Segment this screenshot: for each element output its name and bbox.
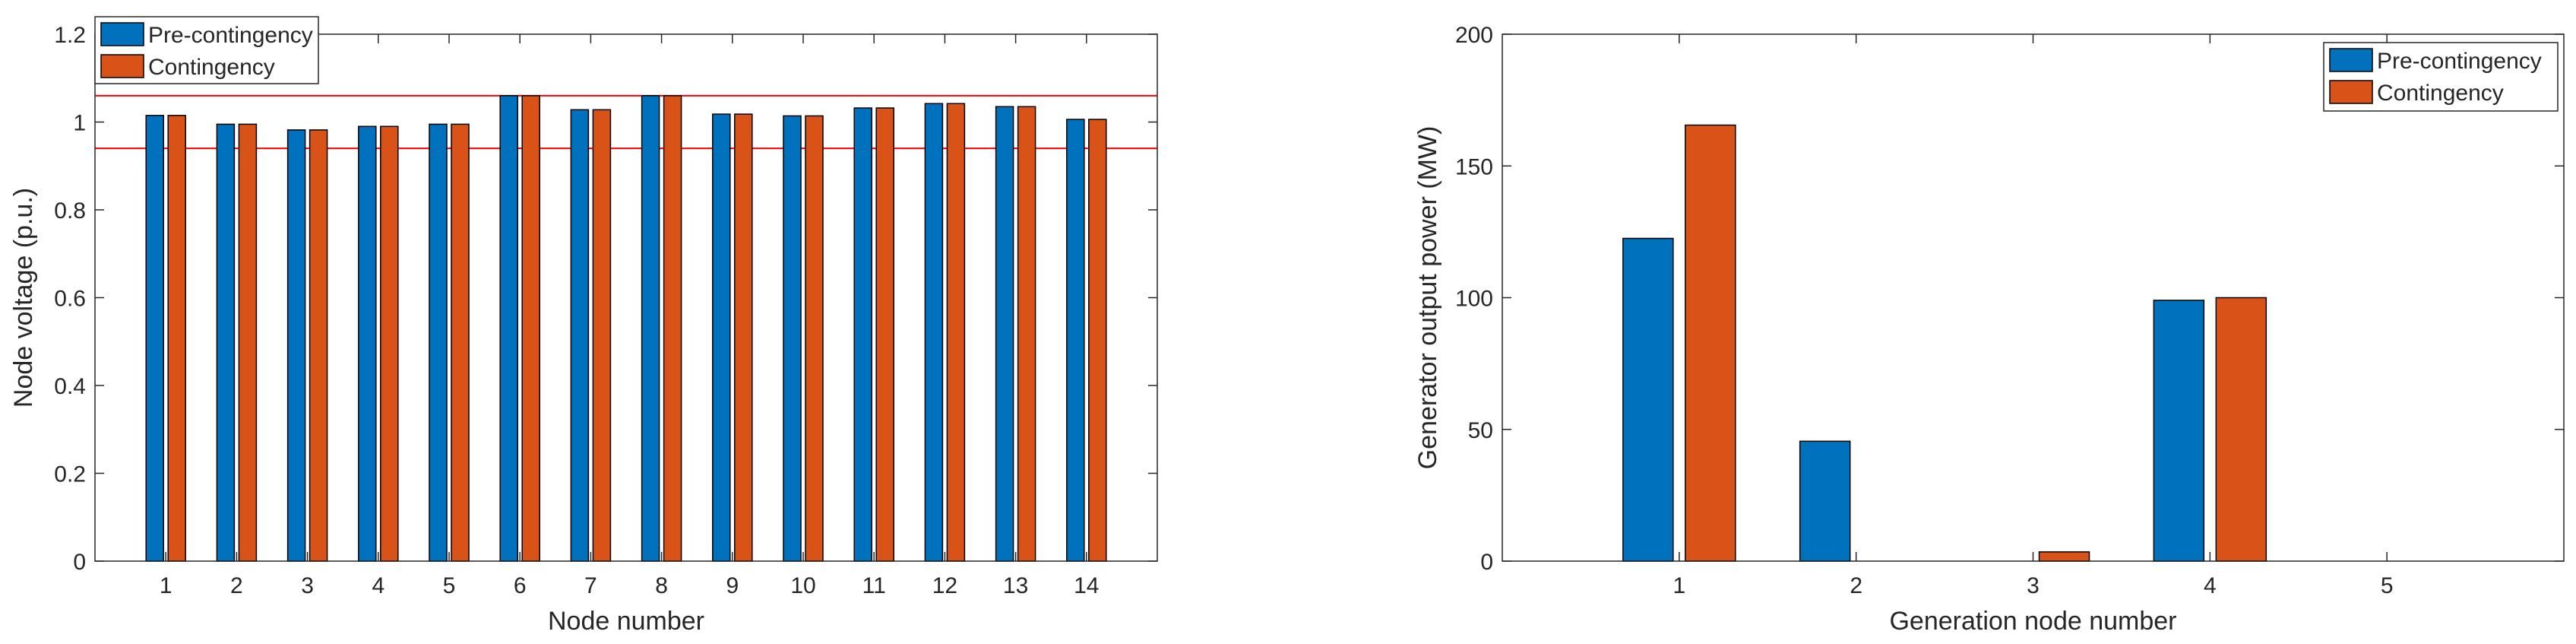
bar-contingency-3: [2038, 551, 2090, 562]
x-tick-label: 4: [372, 573, 385, 598]
y-tick-label: 0.8: [54, 198, 86, 224]
x-tick-label: 5: [443, 573, 456, 598]
bar-contingency-4: [2215, 297, 2267, 562]
voltage-bars: [145, 95, 1107, 562]
bar-contingency-1: [167, 115, 186, 562]
x-tick-label: 9: [726, 573, 739, 598]
x-tick-label: 14: [1074, 573, 1099, 598]
generator-y-axis-label: Generator output power (MW): [1413, 126, 1442, 470]
bar-contingency-12: [946, 103, 966, 562]
bar-contingency-6: [521, 95, 540, 562]
y-tick-label: 100: [1455, 287, 1493, 312]
voltage-y-ticks: 0 0.2 0.4 0.6 0.8 1 1.2: [54, 23, 1157, 575]
bar-pre-contingency-14: [1066, 119, 1085, 562]
bar-pre-contingency-13: [995, 106, 1014, 562]
generator-bars: [1622, 124, 2267, 562]
x-tick-label: 1: [160, 573, 172, 598]
legend-swatch-contingency: [2329, 80, 2373, 104]
bar-contingency-5: [451, 123, 470, 562]
bar-pre-contingency-10: [783, 115, 802, 562]
bar-pre-contingency-2: [1799, 440, 1851, 562]
generator-output-chart: 0 50 100 150 200 1 2 3 4 5 Generation node numbe…: [1413, 23, 2565, 636]
bar-pre-contingency-4: [2153, 300, 2205, 562]
voltage-x-ticks: 1 2 3 4 5 6 7 8 9 10 11 12 13 14: [160, 34, 1099, 598]
legend-swatch-pre-contingency: [2329, 48, 2373, 72]
bar-contingency-4: [380, 125, 399, 562]
bar-pre-contingency-6: [499, 95, 518, 562]
bar-contingency-11: [875, 107, 894, 562]
y-tick-label: 1.2: [54, 23, 86, 48]
generator-legend: Pre-contingency Contingency: [2323, 42, 2559, 112]
bar-contingency-8: [663, 95, 682, 562]
bar-contingency-2: [238, 123, 258, 562]
legend-label-contingency: Contingency: [148, 55, 275, 80]
voltage-limit-lines: [95, 94, 1157, 150]
y-tick-label: 0.2: [54, 462, 86, 487]
bar-contingency-10: [805, 115, 824, 562]
y-tick-label: 1: [73, 111, 86, 136]
bar-pre-contingency-4: [358, 125, 377, 562]
bar-contingency-1: [1685, 124, 1736, 562]
voltage-x-axis-label: Node number: [548, 607, 704, 636]
legend-label-pre-contingency: Pre-contingency: [148, 23, 313, 48]
y-tick-label: 200: [1455, 23, 1493, 48]
x-tick-label: 11: [862, 573, 886, 598]
bar-contingency-14: [1088, 119, 1107, 562]
generator-y-ticks: 0 50 100 150 200: [1455, 23, 2564, 575]
x-tick-label: 7: [584, 573, 597, 598]
x-tick-label: 8: [655, 573, 668, 598]
bar-contingency-7: [592, 109, 612, 562]
bar-pre-contingency-8: [641, 95, 660, 562]
voltage-y-axis-label: Node voltage (p.u.): [9, 188, 38, 408]
x-tick-label: 3: [301, 573, 314, 598]
x-tick-label: 1: [1673, 573, 1685, 598]
x-tick-label: 10: [790, 573, 815, 598]
bar-pre-contingency-9: [712, 113, 731, 562]
bar-pre-contingency-1: [145, 115, 164, 562]
y-tick-label: 0.6: [54, 287, 86, 312]
node-voltage-chart: 00.20.40.60.811.2 1 2 3 4 5 6 7 8 9 10 11 12 13 14 No…: [9, 16, 1158, 636]
bar-pre-contingency-11: [853, 107, 872, 562]
bar-contingency-3: [309, 129, 328, 562]
x-tick-label: 2: [230, 573, 243, 598]
bar-pre-contingency-3: [286, 129, 306, 562]
legend-label-contingency: Contingency: [2377, 81, 2504, 106]
legend-swatch-contingency: [100, 54, 144, 78]
generator-x-ticks: 1 2 3 4 5: [1673, 34, 2394, 598]
x-tick-label: 6: [514, 573, 527, 598]
bar-pre-contingency-5: [429, 123, 448, 562]
x-tick-label: 3: [2027, 573, 2040, 598]
y-tick-label: 0: [1480, 550, 1493, 575]
x-tick-label: 4: [2204, 573, 2217, 598]
x-tick-label: 2: [1850, 573, 1862, 598]
bar-pre-contingency-2: [216, 123, 236, 562]
bar-pre-contingency-12: [924, 103, 944, 562]
legend-swatch-pre-contingency: [100, 22, 144, 46]
bar-pre-contingency-1: [1622, 237, 1674, 562]
y-tick-label: 50: [1468, 418, 1493, 443]
generator-x-axis-label: Generation node number: [1889, 607, 2176, 636]
bar-contingency-13: [1017, 106, 1036, 562]
y-tick-label: 0.4: [54, 374, 86, 399]
y-tick-label: 0: [73, 550, 86, 575]
voltage-legend: Pre-contingency Contingency: [94, 16, 319, 84]
x-tick-label: 12: [932, 573, 957, 598]
x-tick-label: 13: [1003, 573, 1028, 598]
bar-pre-contingency-7: [570, 109, 590, 562]
y-tick-label: 150: [1455, 154, 1493, 179]
x-tick-label: 5: [2381, 573, 2394, 598]
bar-contingency-9: [734, 113, 753, 562]
legend-label-pre-contingency: Pre-contingency: [2377, 49, 2542, 74]
